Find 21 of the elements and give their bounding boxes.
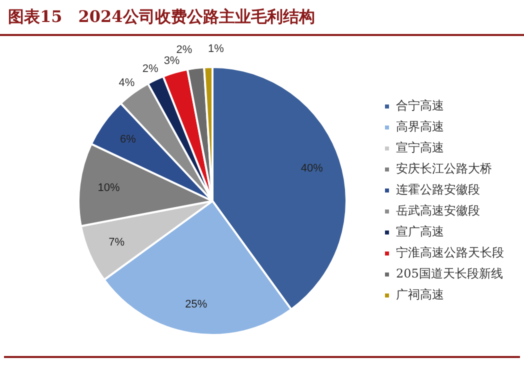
data-label: 6% — [120, 134, 136, 146]
data-label: 3% — [164, 54, 180, 67]
legend-label: 205国道天长段新线 — [396, 266, 503, 281]
legend-label: 合宁高速 — [396, 98, 444, 113]
data-label: 25% — [185, 298, 208, 310]
legend-label: 连霍公路安徽段 — [396, 182, 480, 197]
legend-label: 岳武高速安徽段 — [396, 204, 480, 218]
data-label: 40% — [300, 162, 324, 175]
legend-label: 宁淮高速公路天长段 — [396, 246, 504, 260]
data-label: 10% — [98, 182, 120, 194]
legend-label: 宣广高速 — [396, 224, 444, 239]
legend-label: 高界高速 — [396, 120, 444, 134]
data-label: 4% — [118, 76, 135, 89]
legend-label: 安庆长江公路大桥 — [396, 162, 492, 176]
legend-label: 广祠高速 — [396, 288, 444, 302]
legend-label: 宣宁高速 — [396, 140, 444, 155]
data-label: 7% — [108, 236, 125, 249]
data-label: 2% — [176, 44, 192, 56]
chart-title: 图表15 2024公司收费公路主业毛利结构 — [0, 0, 524, 36]
data-label: 2% — [142, 62, 158, 75]
data-label: 1% — [208, 43, 224, 56]
